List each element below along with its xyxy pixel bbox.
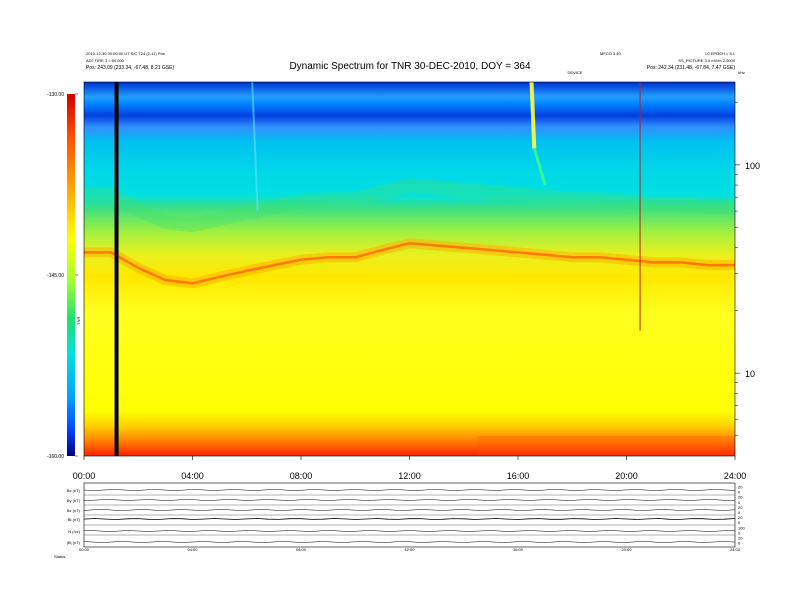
y-tick-label: 10: [745, 369, 755, 379]
colorbar-ticks: -130.00 -145.00 -160.00: [47, 92, 78, 460]
panel-x-tick-label: 04:00: [187, 547, 198, 552]
x-tick-label: 04:00: [181, 471, 204, 481]
panel-series-label: Bx (nT): [67, 488, 81, 493]
type-iii-burst-tail: [532, 147, 547, 186]
panel-right-tick-label: 20: [738, 485, 743, 490]
x-tick-label: 16:00: [507, 471, 530, 481]
header-right-line3: SS_PICTURE 3.0 mV/m 2.0000: [678, 58, 735, 63]
panel-series-label: |B| (nT): [67, 540, 81, 545]
panel-series-label: Bt (nT): [68, 517, 81, 522]
header-left-pos: Pos: 243.09 (233.34, -67.48, 8.21 GSE): [86, 65, 174, 71]
panel-series-label: Bz (nT): [67, 508, 81, 513]
panel-series-line: [83, 541, 736, 543]
x-tick-label: 24:00: [724, 471, 747, 481]
panel-right-tick-label: 0: [738, 530, 741, 535]
x-tick-label: 08:00: [290, 471, 313, 481]
header-right-pos: Pos: 242.34 (231.48, -67.84, 7.47 GSE): [647, 65, 735, 71]
x-tick-label: 12:00: [398, 471, 421, 481]
panel-x-tick-label: 20:00: [621, 547, 632, 552]
header-right-line2: L0 EPOCH = 5.1: [705, 51, 736, 56]
header-right-line1: MFCO 3.40: [600, 51, 621, 56]
panel-right-tick-label: 0: [738, 500, 741, 505]
panel-x-tick-label: 16:00: [513, 547, 524, 552]
panel-right-tick-label: 0: [738, 510, 741, 515]
panel-right-tick-label: 20: [738, 505, 743, 510]
data-gap-line: [114, 82, 119, 456]
x-axis: 00:00 04:00 08:00 12:00 16:00 20:00 24:00: [73, 456, 747, 481]
footer-label: Status: [54, 554, 65, 559]
panel-series-line: [83, 518, 736, 520]
panel-right-tick-label: 0: [738, 490, 741, 495]
colorbar-tick-label: -160.00: [47, 454, 64, 460]
panel-series-line: [83, 509, 736, 511]
panel-right-tick-label: 20: [738, 536, 743, 541]
panel-series-line: [83, 530, 736, 532]
panel-right-tick-label: 100: [738, 525, 745, 530]
y-axis-right: 100 10: [735, 101, 760, 437]
y-tick-label: 100: [745, 161, 760, 171]
panel-right-tick-label: 20: [738, 495, 743, 500]
x-tick-label: 20:00: [615, 471, 638, 481]
type-iii-burst: [529, 82, 537, 149]
panel-x-tick-label: 24:00: [730, 547, 741, 552]
header-left-line1: 2010-12-30 00:00:00 UT S/C T24 (2-11) Po…: [86, 51, 165, 56]
colorbar: [67, 94, 75, 456]
panel-x-tick-label: 00:00: [79, 547, 90, 552]
panel-series-label: N (/cc): [68, 529, 80, 534]
lower-panel: Bx (nT) By (nT) Bz (nT) Bt (nT) N (/cc) |B| (…: [67, 485, 746, 553]
header-center-small: DEVICE: [568, 70, 583, 75]
emission-ridge: [84, 242, 735, 285]
panel-right-tick-label: 20: [738, 515, 743, 520]
panel-series-line: [83, 499, 735, 501]
panel-right-tick-label: 0: [738, 541, 741, 546]
x-tick-label: 00:00: [73, 471, 96, 481]
chart-title: Dynamic Spectrum for TNR 30-DEC-2010, DO…: [289, 61, 531, 72]
colorbar-tick-label: -130.00: [47, 92, 64, 98]
spectrogram-background: [84, 82, 735, 456]
panel-series-line: [83, 489, 736, 491]
header-left-line2: ADJ FIRE 3 = 64.000: [86, 58, 125, 63]
burst-feature: [251, 82, 259, 212]
panel-right-tick-label: 0: [738, 520, 741, 525]
panel-series-label: By (nT): [67, 498, 81, 503]
panel-x-tick-label: 08:00: [296, 547, 307, 552]
spectrogram-marks: [84, 82, 735, 456]
colorbar-tick-label: -145.00: [47, 273, 64, 279]
colorbar-label: TNR: [76, 317, 81, 325]
panel-x-tick-label: 12:00: [404, 547, 415, 552]
low-freq-band: [477, 435, 735, 456]
upper-emission-band: [84, 178, 735, 233]
header-corner-unit: kHz: [738, 70, 745, 75]
